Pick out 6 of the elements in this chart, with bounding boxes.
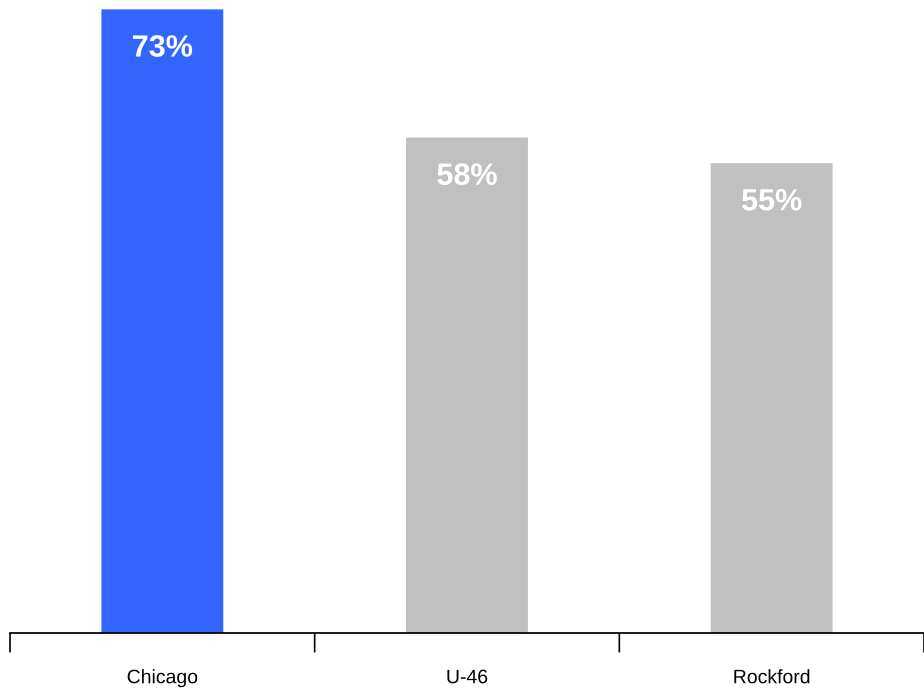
data-label: 73% xyxy=(133,35,192,57)
x-tick-label: Chicago xyxy=(128,669,198,688)
data-label: 55% xyxy=(742,189,802,211)
data-label: 58% xyxy=(437,163,497,185)
x-tick-label: Rockford xyxy=(734,669,810,684)
x-tick-label: U-46 xyxy=(447,670,488,684)
